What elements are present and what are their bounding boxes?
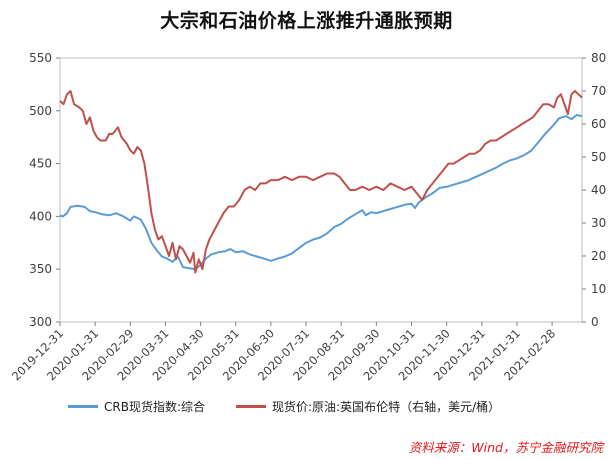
y-right-tick-label: 20 [591, 249, 606, 263]
y-right-tick-label: 0 [591, 315, 599, 329]
y-left-tick-label: 350 [29, 262, 52, 276]
source-note: 资料来源：Wind，苏宁金融研究院 [408, 440, 603, 455]
axes-layer: 300350400450500550010203040506070802019-… [9, 51, 606, 383]
y-right-tick-label: 50 [591, 150, 606, 164]
y-left-tick-label: 550 [29, 51, 52, 65]
legend-item-crb: CRB现货指数:综合 [68, 398, 205, 415]
chart-title: 大宗和石油价格上涨推升通胀预期 [160, 10, 453, 32]
y-right-tick-label: 30 [591, 216, 606, 230]
y-right-tick-label: 60 [591, 117, 606, 131]
legend-label-brent: 现货价:原油:英国布伦特（右轴，美元/桶） [272, 400, 501, 414]
legend-swatch-crb [68, 405, 98, 408]
y-right-tick-label: 40 [591, 183, 606, 197]
y-left-tick-label: 500 [29, 104, 52, 118]
y-left-tick-label: 300 [29, 315, 52, 329]
series-layer [59, 90, 583, 274]
y-right-tick-label: 10 [591, 282, 606, 296]
series-line-crb [59, 114, 583, 271]
line-chart: 300350400450500550010203040506070802019-… [9, 51, 606, 383]
series-line-brent [59, 90, 583, 274]
legend-swatch-brent [236, 405, 266, 408]
y-right-tick-label: 80 [591, 51, 606, 65]
y-left-tick-label: 400 [29, 209, 52, 223]
plot-frame [59, 57, 583, 323]
y-right-tick-label: 70 [591, 84, 606, 98]
legend: CRB现货指数:综合 现货价:原油:英国布伦特（右轴，美元/桶） [0, 398, 613, 424]
legend-item-brent: 现货价:原油:英国布伦特（右轴，美元/桶） [236, 398, 500, 415]
y-left-tick-label: 450 [29, 157, 52, 171]
grid-layer [59, 57, 583, 323]
legend-label-crb: CRB现货指数:综合 [104, 400, 205, 414]
